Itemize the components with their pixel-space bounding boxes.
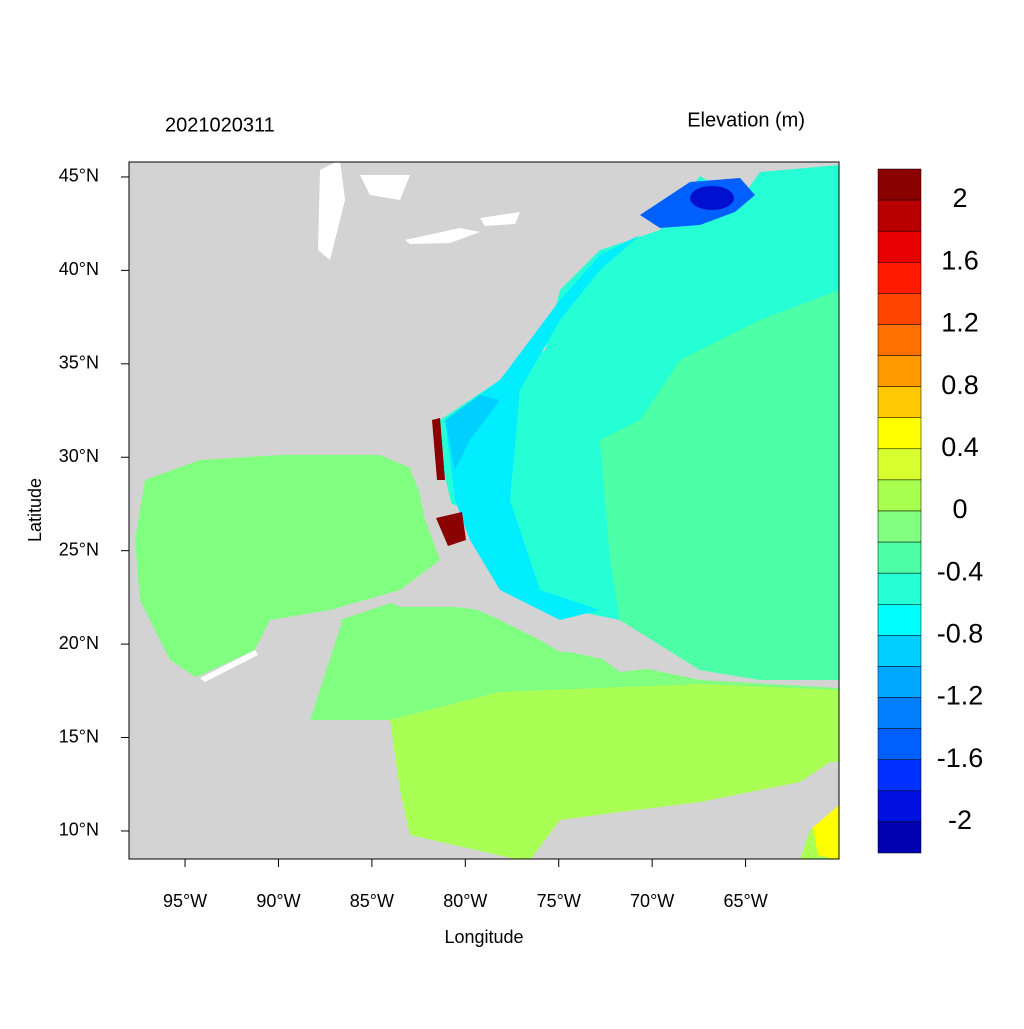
y-tick-label: 25°N bbox=[59, 539, 99, 559]
colorbar-label: 0.4 bbox=[941, 432, 979, 462]
surge bbox=[432, 418, 445, 480]
colorbar-label: 0.8 bbox=[941, 370, 979, 400]
x-tick-label: 85°W bbox=[350, 891, 394, 911]
colorbar-label: -1.2 bbox=[937, 681, 984, 711]
colorbar-box bbox=[877, 386, 922, 418]
colorbar-box bbox=[877, 697, 922, 729]
colorbar-label: 2 bbox=[952, 183, 967, 213]
y-tick-label: 40°N bbox=[59, 259, 99, 279]
y-tick-label: 15°N bbox=[59, 726, 99, 746]
colorbar-box bbox=[877, 666, 922, 698]
colorbar-box bbox=[877, 168, 922, 201]
ocean bbox=[690, 186, 734, 210]
colorbar-box bbox=[877, 510, 922, 543]
lake bbox=[405, 228, 480, 244]
y-tick-label: 35°N bbox=[59, 353, 99, 373]
colorbar-box bbox=[877, 821, 922, 854]
colorbar-label: 1.6 bbox=[941, 245, 979, 275]
lake bbox=[480, 212, 520, 226]
lake bbox=[318, 162, 345, 260]
land bbox=[385, 590, 585, 652]
y-tick-label: 30°N bbox=[59, 446, 99, 466]
x-tick-label: 80°W bbox=[443, 891, 487, 911]
colorbar-box bbox=[877, 448, 922, 481]
chart-subtitle: Elevation (m) bbox=[687, 109, 805, 131]
colorbar-box bbox=[877, 604, 922, 636]
colorbar-box bbox=[877, 293, 922, 325]
colorbar-label: -0.4 bbox=[937, 556, 984, 586]
colorbar-box bbox=[877, 541, 922, 574]
y-tick-label: 20°N bbox=[59, 633, 99, 653]
x-tick-label: 65°W bbox=[723, 891, 767, 911]
colorbar-label: 1.2 bbox=[941, 308, 979, 338]
y-axis-label: Latitude bbox=[25, 478, 45, 542]
land bbox=[590, 644, 690, 672]
colorbar-box bbox=[877, 635, 922, 667]
colorbar-box bbox=[877, 417, 922, 450]
colorbar-label: -0.8 bbox=[937, 618, 984, 648]
colorbar-box bbox=[877, 324, 922, 356]
colorbar-label: -2 bbox=[948, 805, 972, 835]
colorbar-box bbox=[877, 355, 922, 387]
ocean bbox=[600, 290, 839, 680]
colorbar-box bbox=[877, 759, 922, 792]
land bbox=[530, 762, 839, 859]
x-axis-label: Longitude bbox=[444, 927, 523, 947]
colorbar-label: 0 bbox=[952, 494, 967, 524]
chart-title: 2021020311 bbox=[165, 114, 275, 136]
colorbar-label: -1.6 bbox=[937, 743, 984, 773]
colorbar-box bbox=[877, 728, 922, 760]
y-tick-label: 10°N bbox=[59, 820, 99, 840]
colorbar-box bbox=[877, 572, 922, 605]
x-tick-label: 70°W bbox=[630, 891, 674, 911]
colorbar-box bbox=[877, 262, 922, 294]
surge bbox=[436, 512, 466, 546]
x-tick-label: 75°W bbox=[537, 891, 581, 911]
x-tick-label: 95°W bbox=[163, 891, 207, 911]
ocean bbox=[135, 455, 440, 680]
colorbar-box bbox=[877, 230, 922, 263]
ocean bbox=[445, 395, 500, 470]
ocean bbox=[445, 235, 640, 620]
plot-frame bbox=[128, 161, 840, 860]
land bbox=[129, 720, 420, 859]
colorbar-box bbox=[877, 479, 922, 512]
map bbox=[129, 162, 839, 859]
x-tick-label: 90°W bbox=[256, 891, 300, 911]
colorbar-box bbox=[877, 199, 922, 232]
land bbox=[190, 612, 342, 722]
lake bbox=[360, 175, 410, 200]
coast bbox=[200, 650, 258, 682]
y-tick-label: 45°N bbox=[59, 166, 99, 186]
colorbar-box bbox=[877, 790, 922, 823]
